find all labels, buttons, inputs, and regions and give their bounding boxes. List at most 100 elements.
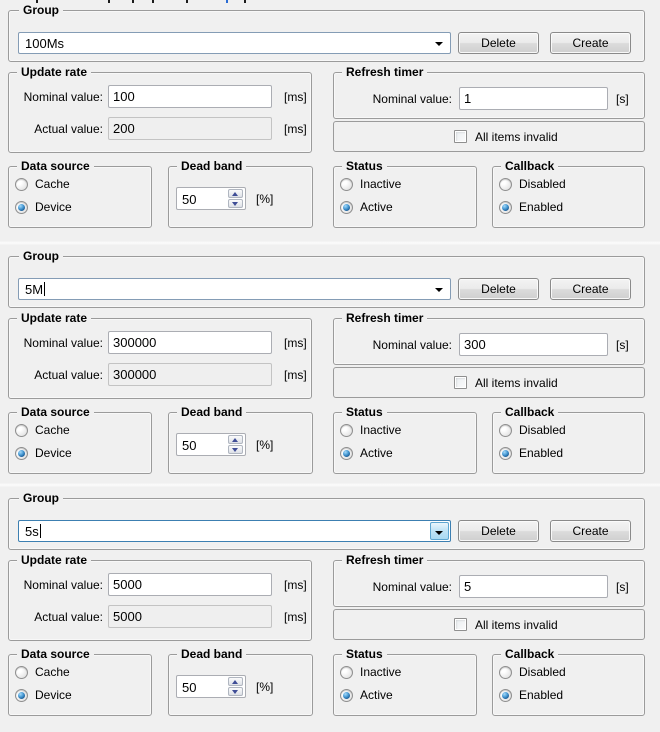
all-items-invalid-checkbox[interactable]	[454, 618, 467, 631]
radio-disabled[interactable]: Disabled	[499, 665, 644, 679]
group-panel-3: Group 5s Delete Create Update rate Nomin…	[0, 488, 660, 732]
radio-active[interactable]: Active	[340, 200, 476, 214]
spin-up-button[interactable]	[228, 677, 243, 686]
dead-band-value: 50	[182, 680, 197, 695]
dead-band-value: 50	[182, 438, 197, 453]
percent-unit-label: [%]	[256, 679, 274, 694]
actual-value-label: Actual value:	[34, 367, 103, 382]
radio-enabled-label: Enabled	[519, 446, 564, 460]
dead-band-spinner[interactable]: 50	[176, 675, 246, 698]
callback-title: Callback	[501, 159, 559, 174]
radio-device[interactable]: Device	[15, 446, 151, 460]
group-combobox[interactable]: 5M	[18, 278, 451, 300]
update-rate-groupbox: Update rate Nominal value: [ms] Actual v…	[8, 311, 312, 399]
dead-band-spinner[interactable]: 50	[176, 433, 246, 456]
nominal-value-input[interactable]	[108, 85, 272, 108]
radio-disabled[interactable]: Disabled	[499, 177, 644, 191]
text-caret	[39, 524, 41, 538]
radio-icon	[15, 446, 28, 460]
actual-value-label: Actual value:	[34, 609, 103, 624]
radio-icon	[499, 665, 512, 679]
all-items-invalid-checkbox[interactable]	[454, 376, 467, 389]
radio-enabled-label: Enabled	[519, 688, 564, 702]
all-items-invalid-label[interactable]: All items invalid	[475, 375, 558, 390]
dead-band-spinner[interactable]: 50	[176, 187, 246, 210]
spin-down-button[interactable]	[228, 199, 243, 208]
group-groupbox: Group 5M Delete Create	[8, 249, 645, 308]
radio-cache[interactable]: Cache	[15, 177, 151, 191]
radio-icon	[499, 446, 512, 460]
spin-up-button[interactable]	[228, 435, 243, 444]
spin-down-button[interactable]	[228, 687, 243, 696]
callback-groupbox: Callback Disabled Enabled	[492, 159, 645, 228]
data-source-groupbox: Data source Cache Device	[8, 405, 152, 474]
delete-button[interactable]: Delete	[458, 278, 539, 300]
refresh-nominal-input[interactable]	[459, 87, 608, 110]
clipped-text-fragment	[0, 0, 660, 4]
radio-device-label: Device	[35, 446, 72, 460]
radio-inactive-label: Inactive	[360, 177, 402, 191]
nominal-value-input[interactable]	[108, 331, 272, 354]
radio-inactive[interactable]: Inactive	[340, 665, 476, 679]
group-panel-2: Group 5M Delete Create Update rate Nomin…	[0, 246, 660, 488]
group-groupbox: Group 100Ms Delete Create	[8, 3, 645, 62]
spin-down-button[interactable]	[228, 445, 243, 454]
radio-active[interactable]: Active	[340, 446, 476, 460]
nominal-value-label: Nominal value:	[23, 89, 103, 104]
update-rate-title: Update rate	[17, 65, 92, 80]
update-rate-groupbox: Update rate Nominal value: [ms] Actual v…	[8, 553, 312, 641]
radio-cache-label: Cache	[35, 177, 70, 191]
actual-value-label: Actual value:	[34, 121, 103, 136]
nominal-value-input[interactable]	[108, 573, 272, 596]
refresh-nominal-label: Nominal value:	[372, 337, 452, 352]
radio-device[interactable]: Device	[15, 200, 151, 214]
refresh-timer-title: Refresh timer	[342, 311, 428, 326]
refresh-nominal-input[interactable]	[459, 333, 608, 356]
group-combobox[interactable]: 100Ms	[18, 32, 451, 54]
create-button[interactable]: Create	[550, 278, 631, 300]
radio-icon	[499, 177, 512, 191]
delete-button[interactable]: Delete	[458, 520, 539, 542]
dead-band-groupbox: Dead band 50 [%]	[168, 159, 313, 228]
radio-enabled[interactable]: Enabled	[499, 688, 644, 702]
group-groupbox: Group 5s Delete Create	[8, 491, 645, 550]
refresh-nominal-input[interactable]	[459, 575, 608, 598]
refresh-timer-title: Refresh timer	[342, 553, 428, 568]
radio-icon	[15, 423, 28, 437]
status-title: Status	[342, 405, 387, 420]
nominal-value-label: Nominal value:	[23, 577, 103, 592]
radio-disabled-label: Disabled	[519, 665, 566, 679]
create-button[interactable]: Create	[550, 32, 631, 54]
radio-device-label: Device	[35, 200, 72, 214]
radio-disabled-label: Disabled	[519, 423, 566, 437]
actual-value-input	[108, 605, 272, 628]
combo-dropdown-button[interactable]	[430, 522, 449, 540]
dead-band-title: Dead band	[177, 647, 247, 662]
refresh-nominal-label: Nominal value:	[372, 579, 452, 594]
radio-icon	[499, 423, 512, 437]
radio-enabled[interactable]: Enabled	[499, 446, 644, 460]
radio-active[interactable]: Active	[340, 688, 476, 702]
group-groupbox-title: Group	[19, 3, 63, 18]
ms-unit-label: [ms]	[284, 367, 307, 382]
radio-inactive[interactable]: Inactive	[340, 177, 476, 191]
radio-cache[interactable]: Cache	[15, 665, 151, 679]
all-items-invalid-label[interactable]: All items invalid	[475, 129, 558, 144]
radio-enabled[interactable]: Enabled	[499, 200, 644, 214]
dead-band-title: Dead band	[177, 405, 247, 420]
all-items-invalid-frame: All items invalid	[333, 367, 645, 398]
radio-device[interactable]: Device	[15, 688, 151, 702]
group-combobox[interactable]: 5s	[18, 520, 451, 542]
dead-band-value: 50	[182, 192, 197, 207]
all-items-invalid-checkbox[interactable]	[454, 130, 467, 143]
radio-cache[interactable]: Cache	[15, 423, 151, 437]
radio-icon	[340, 446, 353, 460]
radio-disabled[interactable]: Disabled	[499, 423, 644, 437]
all-items-invalid-label[interactable]: All items invalid	[475, 617, 558, 632]
radio-inactive[interactable]: Inactive	[340, 423, 476, 437]
spin-up-button[interactable]	[228, 189, 243, 198]
create-button[interactable]: Create	[550, 520, 631, 542]
radio-active-label: Active	[360, 688, 393, 702]
radio-inactive-label: Inactive	[360, 665, 402, 679]
delete-button[interactable]: Delete	[458, 32, 539, 54]
